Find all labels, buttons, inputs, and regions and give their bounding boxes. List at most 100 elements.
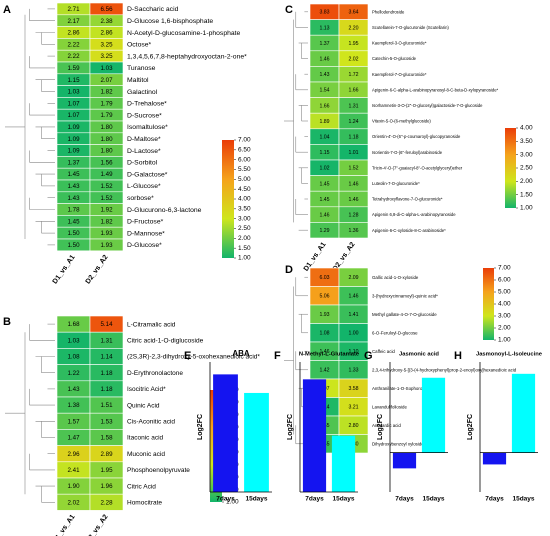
row-label: D-Sucrose* (127, 112, 162, 119)
colorbar-tick-label: 1.00 (498, 337, 511, 344)
row-label: sorbose* (127, 195, 154, 202)
cell-label: 1.52 (100, 183, 113, 190)
cell-label: 3.58 (348, 386, 358, 392)
column-label: D2_vs_A2 (85, 514, 110, 536)
colorbar-tick-label: 4.50 (238, 186, 251, 193)
column-label: D1_vs_A1 (52, 514, 77, 536)
cell-label: 1.43 (67, 195, 80, 202)
cell-label: 1.90 (67, 483, 80, 490)
colorbar-tick-label: 1.00 (238, 255, 251, 262)
cell-label: 1.80 (100, 124, 113, 131)
cell-label: 1.46 (319, 349, 329, 355)
row-label: D-Fructose* (127, 219, 164, 226)
cell-label: 1.49 (100, 171, 113, 178)
panel-label: B (3, 316, 11, 328)
cell-label: 1.46 (319, 212, 329, 218)
row-label: D-Glucose 1,6-bisphosphate (127, 18, 213, 25)
panel-label: D (285, 264, 293, 276)
dendrogram (5, 8, 55, 246)
row-label: D-Glucurono-6,3-lactone (127, 207, 202, 214)
cell-label: 1.03 (67, 89, 80, 96)
row-label: Tricin-4'-O-(7''-guaiacyl-8''-O-acetylgl… (372, 165, 463, 170)
cell-label: 2.28 (100, 499, 113, 506)
cell-label: 1.37 (319, 41, 329, 47)
cell-label: 1.09 (67, 136, 80, 143)
x-tick-label: 15days (332, 496, 354, 503)
cell-label: 2.96 (67, 451, 80, 458)
cell-label: 1.22 (67, 370, 80, 377)
chart-title: Jasmonoyl-L-Isoleucine (476, 352, 543, 358)
cell-label: 1.18 (348, 134, 358, 140)
row-label: D-Glucose* (127, 242, 162, 249)
colorbar-tick-label: 4.00 (498, 301, 511, 308)
cell-label: 1.09 (67, 148, 80, 155)
cell-label: 3.83 (319, 10, 329, 16)
cell-label: 1.38 (67, 402, 80, 409)
y-axis-label: Log2FC (287, 414, 294, 440)
row-label: Muconic acid (127, 451, 165, 458)
cell-label: 2.38 (100, 18, 113, 25)
cell-label: 1.09 (67, 124, 80, 131)
cell-label: 1.57 (67, 418, 80, 425)
x-tick-label: 15days (422, 496, 444, 503)
cell-label: 1.72 (348, 72, 358, 78)
bar (421, 377, 446, 453)
row-label: D-Lactose* (127, 148, 161, 155)
cell-label: 2.22 (67, 53, 80, 60)
colorbar-tick-label: 6.50 (238, 147, 251, 154)
row-label: Dihydroxybenzoyl xyloside (372, 441, 424, 446)
row-label: 2,3,4-trihydroxy-5-[(3-(4-hydroxyphenyl)… (372, 367, 517, 372)
cell-label: 1.37 (67, 159, 80, 166)
row-label: 1,3,4,5,6,7,8-heptahydroxyoctan-2-one* (127, 53, 247, 60)
cell-label: 2.89 (100, 451, 113, 458)
row-label: Isorhamnetin-3-O-(2''-O-glucosyl)galacto… (372, 103, 483, 108)
row-label: Maltitol (127, 77, 149, 84)
cell-label: 3.64 (348, 10, 358, 16)
column-label: D1_vs_A1 (52, 254, 77, 286)
cell-label: 1.59 (67, 65, 80, 72)
cell-label: 3.25 (100, 41, 113, 48)
cell-label: 1.31 (100, 337, 113, 344)
colorbar-tick-label: 4.00 (238, 196, 251, 203)
panel-label: A (3, 4, 11, 16)
cell-label: 1.07 (67, 112, 80, 119)
cell-label: 1.43 (67, 183, 80, 190)
colorbar-tick-label: 2.00 (238, 235, 251, 242)
cell-label: 6.03 (319, 275, 329, 281)
cell-label: 1.24 (348, 119, 358, 125)
row-label: Kaempferol-3-O-glucuronide* (372, 41, 427, 46)
row-label: Isomaltulose* (127, 124, 168, 131)
colorbar-tick-label: 4.00 (520, 125, 533, 132)
colorbar-tick-label: 5.50 (238, 166, 251, 173)
cell-label: 1.03 (67, 337, 80, 344)
cell-label: 1.66 (319, 103, 329, 109)
y-axis-label: Log2FC (467, 414, 474, 440)
cell-label: 1.93 (100, 230, 113, 237)
panel-label: C (285, 4, 293, 16)
cell-label: 3.25 (100, 53, 113, 60)
colorbar-tick-label: 1.00 (226, 499, 239, 506)
y-axis-label: Log2FC (377, 414, 384, 440)
row-label: Kaempferol-7-O-glucuronide* (372, 72, 427, 77)
panel-label: G (364, 350, 373, 362)
cell-label: 1.01 (348, 150, 358, 156)
cell-label: 1.93 (319, 312, 329, 318)
cell-label: 2.86 (67, 30, 80, 37)
colorbar-tick-label: 3.50 (238, 206, 251, 213)
cell-label: 2.22 (67, 41, 80, 48)
y-axis-label: Log2FC (197, 414, 204, 440)
cell-label: 1.18 (100, 370, 113, 377)
colorbar-tick-label: 1.50 (520, 191, 533, 198)
row-label: Caffeic acid (372, 349, 395, 354)
cell-label: 6.56 (100, 6, 113, 13)
cell-label: 1.80 (100, 148, 113, 155)
x-tick-label: 15days (512, 496, 534, 503)
cell-label: 2.41 (67, 467, 80, 474)
colorbar-tick-label: 7.00 (498, 265, 511, 272)
cell-label: 1.58 (100, 435, 113, 442)
cell-label: 1.15 (67, 77, 80, 84)
colorbar-tick-label: 5.00 (498, 289, 511, 296)
cell-label: 1.52 (100, 195, 113, 202)
cell-label: 5.06 (319, 294, 329, 300)
